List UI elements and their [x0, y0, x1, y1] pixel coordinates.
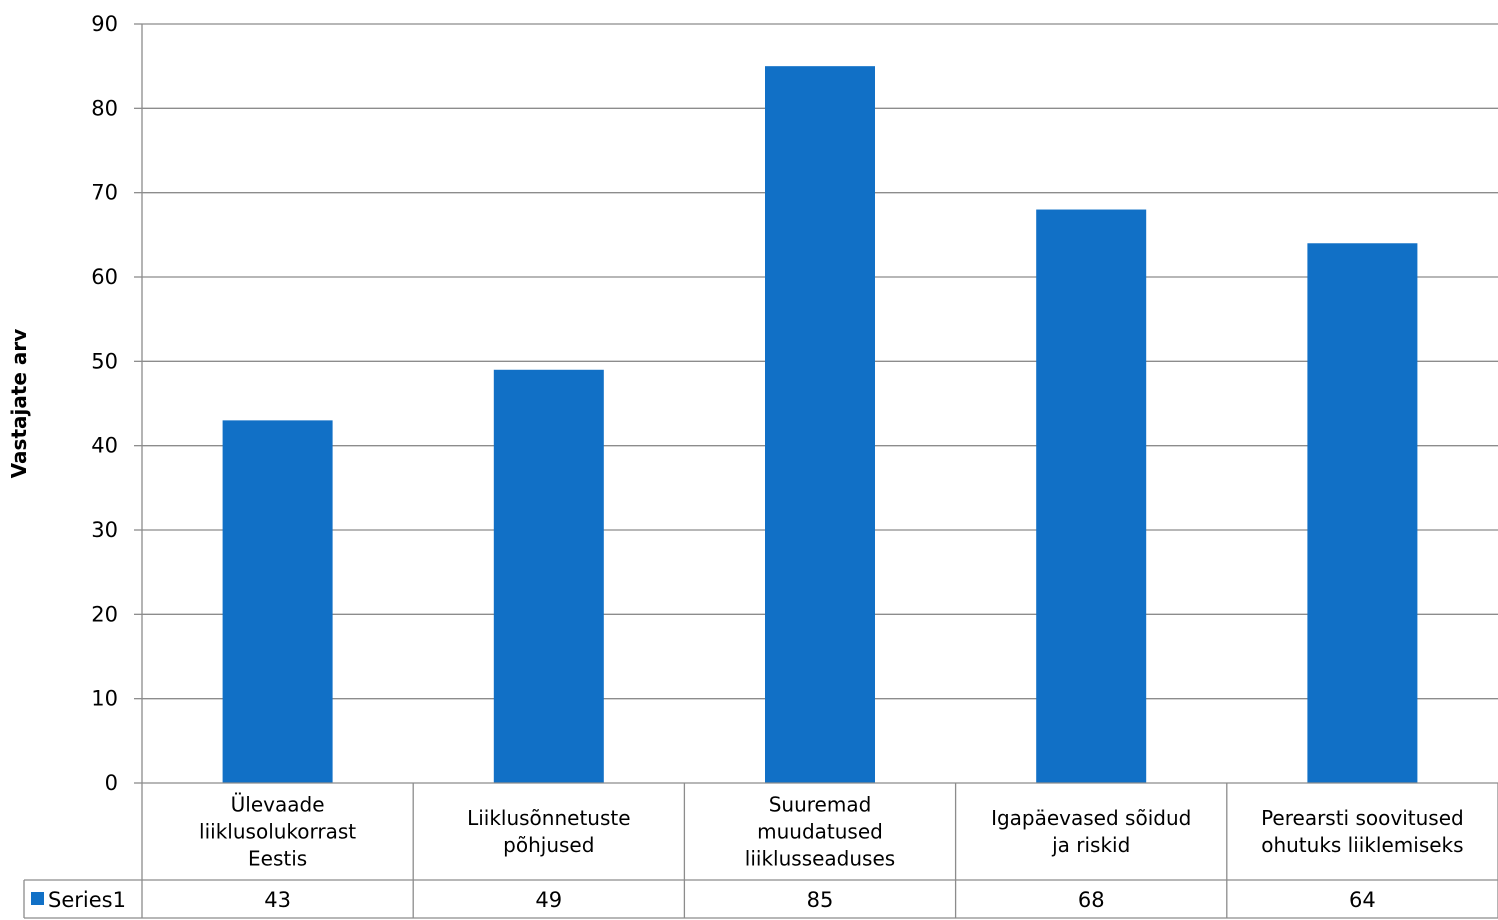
y-tick-label: 20 [91, 602, 118, 626]
category-label: Perearsti soovitused ohutuks liiklemiseks [1261, 806, 1464, 857]
category-label: Igapäevased sõidud ja riskid [991, 806, 1191, 857]
y-tick-label: 60 [91, 265, 118, 289]
bar [493, 369, 604, 783]
y-tick-label: 80 [91, 96, 118, 120]
bar [1307, 243, 1418, 783]
data-table: Ülevaade liiklusolukorrast Eestis Liiklusõn… [23, 782, 1498, 919]
data-value: 43 [264, 888, 291, 912]
y-tick-label: 30 [91, 518, 118, 542]
bars [222, 66, 1418, 784]
y-axis-ticks: 0 10 20 30 40 50 60 70 80 90 [91, 12, 118, 795]
category-label: Ülevaade liiklusolukorrast Eestis [199, 793, 356, 871]
series-name: Series1 [48, 888, 126, 912]
y-axis-label: Vastajate arv [7, 329, 31, 479]
bar [1036, 209, 1147, 784]
bar [222, 420, 333, 783]
y-tick-label: 50 [91, 349, 118, 373]
y-tick-label: 10 [91, 687, 118, 711]
y-tick-label: 0 [105, 771, 118, 795]
data-value: 68 [1078, 888, 1105, 912]
y-tick-label: 40 [91, 434, 118, 458]
category-label: Suuremad muudatused liiklusseaduses [745, 793, 895, 871]
bar [765, 66, 875, 783]
category-label: Liiklusõnnetuste põhjused [467, 806, 630, 857]
legend-swatch [31, 892, 44, 905]
y-tick-label: 70 [91, 181, 118, 205]
y-tick-label: 90 [91, 12, 118, 36]
data-value: 85 [807, 888, 834, 912]
data-value: 49 [535, 888, 562, 912]
data-value: 64 [1349, 888, 1376, 912]
